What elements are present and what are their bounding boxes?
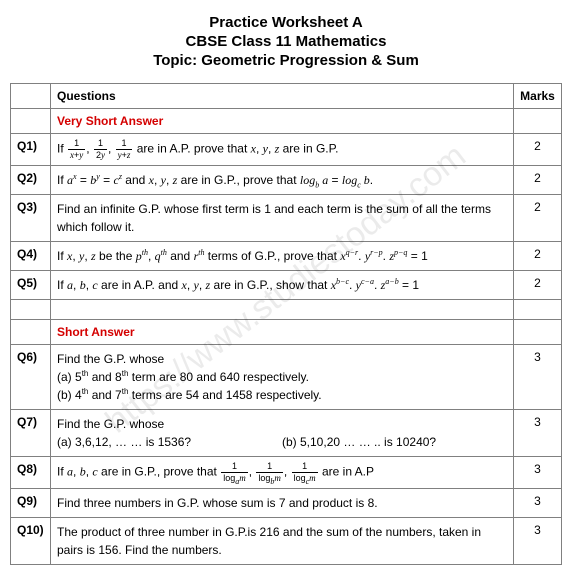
- marks-q4: 2: [514, 242, 562, 271]
- spacer-row: [11, 300, 562, 320]
- col-header-questions: Questions: [51, 84, 514, 109]
- qnum-q4: Q4): [11, 242, 51, 271]
- question-row-q4: Q4) If x, y, z be the pth, qth and rth t…: [11, 242, 562, 271]
- header-line-3: Topic: Geometric Progression & Sum: [10, 52, 562, 69]
- section-title-vsa: Very Short Answer: [51, 109, 514, 134]
- qnum-q5: Q5): [11, 271, 51, 300]
- marks-q7: 3: [514, 410, 562, 457]
- q7-part-b: (b) 5,10,20 … … .. is 10240?: [282, 433, 507, 451]
- qtext-q4: If x, y, z be the pth, qth and rth terms…: [51, 242, 514, 271]
- header-line-2: CBSE Class 11 Mathematics: [10, 33, 562, 50]
- question-row-q10: Q10) The product of three number in G.P.…: [11, 518, 562, 565]
- question-row-q1: Q1) If 1x+y, 12y, 1y+z are in A.P. prove…: [11, 134, 562, 166]
- qtext-q5: If a, b, c are in A.P. and x, y, z are i…: [51, 271, 514, 300]
- qtext-q7: Find the G.P. whose (a) 3,6,12, … … is 1…: [51, 410, 514, 457]
- marks-q9: 3: [514, 489, 562, 518]
- section-row-vsa: Very Short Answer: [11, 109, 562, 134]
- marks-q5: 2: [514, 271, 562, 300]
- col-header-marks: Marks: [514, 84, 562, 109]
- qnum-q6: Q6): [11, 345, 51, 410]
- qtext-q3: Find an infinite G.P. whose first term i…: [51, 195, 514, 242]
- marks-q3: 2: [514, 195, 562, 242]
- marks-q1: 2: [514, 134, 562, 166]
- marks-q6: 3: [514, 345, 562, 410]
- question-row-q3: Q3) Find an infinite G.P. whose first te…: [11, 195, 562, 242]
- question-row-q5: Q5) If a, b, c are in A.P. and x, y, z a…: [11, 271, 562, 300]
- qtext-q10: The product of three number in G.P.is 21…: [51, 518, 514, 565]
- qtext-q8: If a, b, c are in G.P., prove that 1loga…: [51, 457, 514, 489]
- qnum-q10: Q10): [11, 518, 51, 565]
- qtext-q6: Find the G.P. whose (a) 5th and 8th term…: [51, 345, 514, 410]
- question-row-q8: Q8) If a, b, c are in G.P., prove that 1…: [11, 457, 562, 489]
- worksheet-header: Practice Worksheet A CBSE Class 11 Mathe…: [10, 14, 562, 69]
- qnum-q2: Q2): [11, 166, 51, 195]
- table-header-row: Questions Marks: [11, 84, 562, 109]
- qtext-q1: If 1x+y, 12y, 1y+z are in A.P. prove tha…: [51, 134, 514, 166]
- qnum-q7: Q7): [11, 410, 51, 457]
- question-row-q9: Q9) Find three numbers in G.P. whose sum…: [11, 489, 562, 518]
- marks-q2: 2: [514, 166, 562, 195]
- qnum-q9: Q9): [11, 489, 51, 518]
- qnum-q8: Q8): [11, 457, 51, 489]
- qnum-q1: Q1): [11, 134, 51, 166]
- questions-table: Questions Marks Very Short Answer Q1) If…: [10, 83, 562, 565]
- section-row-sa: Short Answer: [11, 320, 562, 345]
- question-row-q2: Q2) If ax = by = cz and x, y, z are in G…: [11, 166, 562, 195]
- qtext-q9: Find three numbers in G.P. whose sum is …: [51, 489, 514, 518]
- qnum-q3: Q3): [11, 195, 51, 242]
- col-header-blank: [11, 84, 51, 109]
- header-line-1: Practice Worksheet A: [10, 14, 562, 31]
- q7-part-a: (a) 3,6,12, … … is 1536?: [57, 433, 282, 451]
- question-row-q6: Q6) Find the G.P. whose (a) 5th and 8th …: [11, 345, 562, 410]
- marks-q10: 3: [514, 518, 562, 565]
- section-title-sa: Short Answer: [51, 320, 514, 345]
- marks-q8: 3: [514, 457, 562, 489]
- qtext-q2: If ax = by = cz and x, y, z are in G.P.,…: [51, 166, 514, 195]
- question-row-q7: Q7) Find the G.P. whose (a) 3,6,12, … … …: [11, 410, 562, 457]
